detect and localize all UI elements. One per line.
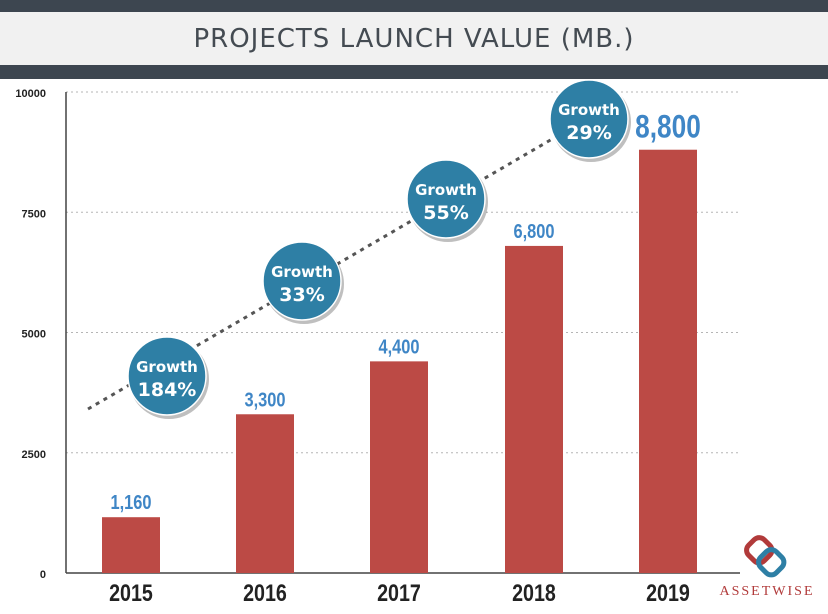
bar-value-label: 4,400 bbox=[379, 335, 420, 358]
growth-bubble bbox=[549, 79, 629, 159]
x-tick-label: 2015 bbox=[109, 579, 153, 606]
x-tick-label: 2018 bbox=[512, 579, 556, 606]
growth-label: Growth bbox=[136, 358, 198, 376]
x-tick-label: 2019 bbox=[646, 579, 690, 606]
y-tick-label: 2500 bbox=[22, 449, 46, 461]
bar-value-label: 6,800 bbox=[514, 219, 555, 242]
bar bbox=[505, 245, 563, 574]
y-tick-label: 0 bbox=[40, 569, 46, 581]
x-tick-label: 2017 bbox=[377, 579, 421, 606]
bar-value-label: 8,800 bbox=[635, 110, 701, 145]
y-tick-label: 7500 bbox=[22, 208, 46, 220]
logo-text: ASSETWISE bbox=[719, 584, 815, 599]
growth-value: 33% bbox=[279, 284, 324, 306]
growth-label: Growth bbox=[558, 101, 620, 119]
growth-trend-line bbox=[87, 115, 591, 411]
growth-label: Growth bbox=[271, 263, 333, 281]
growth-value: 29% bbox=[566, 122, 611, 144]
bar bbox=[370, 361, 428, 573]
growth-value: 184% bbox=[138, 379, 197, 401]
growth-label: Growth bbox=[415, 181, 477, 199]
header-top-bar bbox=[0, 0, 828, 12]
bar-value-label: 1,160 bbox=[111, 491, 152, 514]
assetwise-logo: ASSETWISE bbox=[712, 534, 822, 608]
header-bottom-bar bbox=[0, 65, 828, 79]
interlocking-rings-icon bbox=[744, 535, 787, 578]
x-tick-label: 2016 bbox=[243, 579, 287, 606]
bar-chart: 0 2500 5000 7500 10000 1,160 2015 3,300 2016 4,40… bbox=[15, 79, 740, 606]
y-tick-label: 10000 bbox=[15, 88, 46, 100]
title-band: PROJECTS LAUNCH VALUE (MB.) bbox=[0, 12, 828, 65]
growth-bubble bbox=[406, 159, 486, 239]
bar bbox=[236, 414, 294, 573]
y-tick-label: 5000 bbox=[22, 329, 46, 341]
bar-value-label: 3,300 bbox=[245, 388, 286, 411]
growth-bubble bbox=[262, 241, 342, 321]
chart-title: PROJECTS LAUNCH VALUE (MB.) bbox=[193, 23, 635, 54]
bar bbox=[102, 517, 160, 573]
bar bbox=[639, 149, 697, 573]
growth-value: 55% bbox=[423, 202, 468, 224]
growth-bubble bbox=[127, 336, 207, 416]
